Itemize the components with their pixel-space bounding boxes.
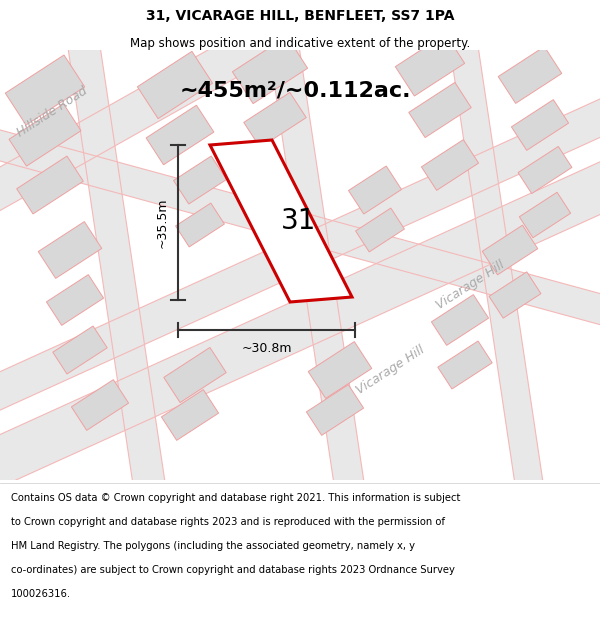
Polygon shape: [9, 104, 81, 166]
Polygon shape: [421, 139, 479, 191]
Polygon shape: [0, 126, 600, 334]
Polygon shape: [446, 18, 544, 492]
Polygon shape: [164, 348, 226, 403]
Polygon shape: [498, 47, 562, 103]
Polygon shape: [265, 18, 365, 492]
Polygon shape: [307, 384, 364, 436]
Polygon shape: [0, 148, 600, 492]
Polygon shape: [232, 36, 308, 104]
Polygon shape: [511, 99, 569, 151]
Polygon shape: [431, 294, 488, 346]
Text: Contains OS data © Crown copyright and database right 2021. This information is : Contains OS data © Crown copyright and d…: [11, 493, 460, 503]
Polygon shape: [489, 272, 541, 318]
Text: Vicarage Hill: Vicarage Hill: [433, 258, 506, 312]
Text: HM Land Registry. The polygons (including the associated geometry, namely x, y: HM Land Registry. The polygons (includin…: [11, 541, 415, 551]
Polygon shape: [349, 166, 401, 214]
Polygon shape: [173, 156, 226, 204]
Polygon shape: [409, 82, 471, 138]
Polygon shape: [46, 274, 104, 326]
Text: 31: 31: [281, 207, 317, 235]
Polygon shape: [482, 225, 538, 275]
Polygon shape: [308, 342, 372, 398]
Polygon shape: [244, 92, 306, 148]
Polygon shape: [438, 341, 492, 389]
Text: ~455m²/~0.112ac.: ~455m²/~0.112ac.: [179, 80, 411, 100]
Polygon shape: [176, 203, 224, 247]
Polygon shape: [518, 146, 572, 194]
Polygon shape: [0, 84, 600, 416]
Polygon shape: [520, 192, 571, 238]
Text: 100026316.: 100026316.: [11, 589, 71, 599]
Text: Vicarage Hill: Vicarage Hill: [353, 343, 427, 397]
Polygon shape: [137, 51, 212, 119]
Text: ~35.5m: ~35.5m: [155, 198, 169, 248]
Polygon shape: [0, 4, 310, 216]
Text: co-ordinates) are subject to Crown copyright and database rights 2023 Ordnance S: co-ordinates) are subject to Crown copyr…: [11, 565, 455, 575]
Polygon shape: [71, 379, 128, 431]
Text: 31, VICARAGE HILL, BENFLEET, SS7 1PA: 31, VICARAGE HILL, BENFLEET, SS7 1PA: [146, 9, 454, 23]
Text: Map shows position and indicative extent of the property.: Map shows position and indicative extent…: [130, 38, 470, 51]
Text: to Crown copyright and database rights 2023 and is reproduced with the permissio: to Crown copyright and database rights 2…: [11, 517, 445, 527]
Polygon shape: [17, 156, 83, 214]
Polygon shape: [38, 222, 102, 278]
Polygon shape: [210, 140, 352, 302]
Polygon shape: [146, 105, 214, 165]
Polygon shape: [161, 389, 218, 441]
Polygon shape: [5, 55, 85, 125]
Text: ~30.8m: ~30.8m: [241, 341, 292, 354]
Polygon shape: [64, 18, 166, 492]
Text: Hillside Road: Hillside Road: [14, 84, 89, 139]
Polygon shape: [53, 326, 107, 374]
Polygon shape: [395, 34, 464, 96]
Polygon shape: [356, 208, 404, 252]
